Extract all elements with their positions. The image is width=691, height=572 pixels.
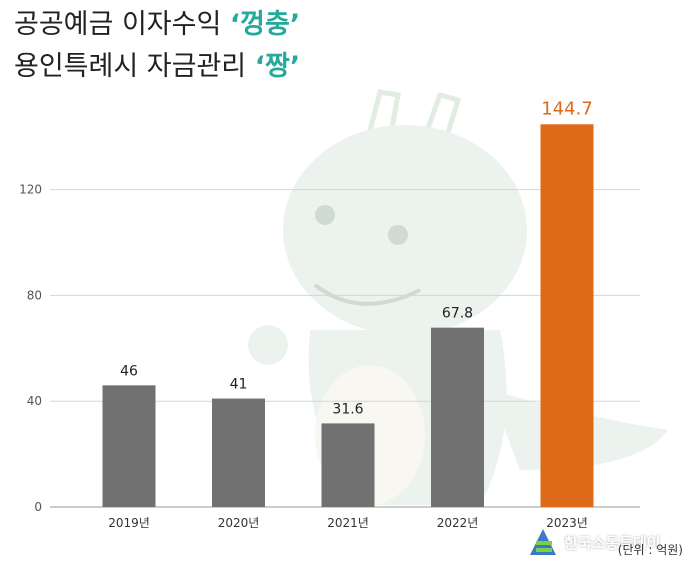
value-label: 67.8	[442, 306, 473, 322]
bar-2021년	[321, 423, 375, 507]
y-tick-label: 0	[34, 500, 42, 514]
logo-text: 한국소통투데이	[564, 533, 661, 552]
title-line-1-accent: ‘껑충’	[229, 9, 301, 40]
title-line-2-accent: ‘짱’	[254, 51, 301, 82]
value-label: 41	[230, 377, 248, 393]
bar-2023년	[540, 124, 594, 508]
value-label: 144.7	[541, 98, 593, 119]
x-tick-label: 2022년	[437, 516, 479, 530]
title-line-2: 용인특례시 자금관리 ‘짱’	[14, 46, 300, 88]
x-tick-label: 2021년	[327, 516, 369, 530]
bar-2019년	[102, 385, 156, 507]
x-tick-label: 2020년	[218, 516, 260, 530]
x-tick-label: 2023년	[546, 516, 588, 530]
bar-2022년	[431, 327, 484, 507]
y-tick-label: 40	[27, 394, 42, 408]
value-label: 46	[120, 363, 138, 379]
bar-2020년	[212, 398, 265, 507]
title-line-1-main: 공공예금 이자수익	[14, 9, 222, 40]
y-tick-label: 120	[19, 183, 42, 197]
x-tick-label: 2019년	[108, 516, 150, 530]
y-tick-label: 80	[27, 288, 42, 302]
publisher-logo: 한국소통투데이	[526, 527, 661, 557]
logo-mark-icon	[530, 529, 556, 555]
chart-title: 공공예금 이자수익 ‘껑충’ 용인특례시 자금관리 ‘짱’	[14, 4, 300, 88]
unit-label: (단위 : 억원)	[617, 543, 683, 557]
title-line-2-main: 용인특례시 자금관리	[14, 51, 247, 82]
value-label: 31.6	[332, 401, 363, 417]
title-line-1: 공공예금 이자수익 ‘껑충’	[14, 4, 300, 46]
